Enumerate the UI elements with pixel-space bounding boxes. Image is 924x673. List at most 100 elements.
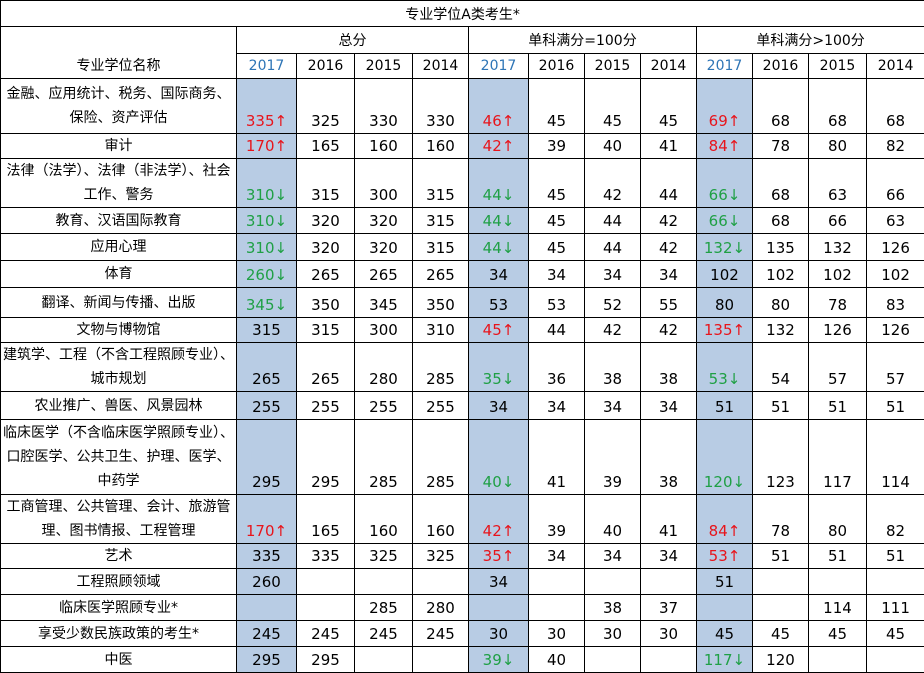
table-title: 专业学位A类考生* (1, 1, 924, 27)
score-cell (413, 569, 469, 595)
score-cell: 330 (355, 79, 413, 134)
score-cell: 117↓ (697, 647, 753, 673)
score-cell: 170↑ (237, 134, 297, 159)
score-cell: 34 (641, 544, 697, 569)
score-cell: 40↓ (469, 420, 529, 495)
score-cell: 82 (867, 495, 924, 544)
score-cell: 114 (809, 595, 867, 621)
score-cell: 325 (355, 544, 413, 569)
score-cell (809, 569, 867, 595)
score-cell: 295 (297, 647, 355, 673)
score-cell: 45 (753, 621, 809, 647)
score-cell: 40 (585, 134, 641, 159)
row-name: 应用心理 (1, 234, 237, 261)
score-cell: 123 (753, 420, 809, 495)
score-cell: 335↑ (237, 79, 297, 134)
score-cell: 260↓ (237, 261, 297, 288)
score-cell: 80 (753, 288, 809, 318)
score-cell: 34 (585, 392, 641, 420)
score-cell: 30 (529, 621, 585, 647)
score-cell (867, 647, 924, 673)
score-cell: 320 (355, 208, 413, 234)
score-cell: 38 (585, 595, 641, 621)
score-cell: 120↓ (697, 420, 753, 495)
score-cell: 51 (697, 569, 753, 595)
year-header: 2016 (529, 54, 585, 79)
score-cell: 265 (297, 343, 355, 392)
year-header: 2015 (355, 54, 413, 79)
score-cell: 135↑ (697, 318, 753, 343)
score-cell: 255 (297, 392, 355, 420)
score-cell: 44 (585, 208, 641, 234)
score-cell: 51 (753, 544, 809, 569)
score-cell: 51 (867, 392, 924, 420)
row-name: 临床医学照顾专业* (1, 595, 237, 621)
year-header: 2014 (867, 54, 924, 79)
score-cell: 45 (529, 234, 585, 261)
score-cell: 53 (529, 288, 585, 318)
score-cell (753, 569, 809, 595)
row-name: 翻译、新闻与传播、出版 (1, 288, 237, 318)
row-name: 建筑学、工程（不含工程照顾专业）、城市规划 (1, 343, 237, 392)
score-cell: 51 (697, 392, 753, 420)
score-cell: 38 (641, 343, 697, 392)
score-cell: 255 (237, 392, 297, 420)
score-cell (697, 595, 753, 621)
score-cell: 34 (529, 544, 585, 569)
score-cell (529, 595, 585, 621)
score-cell: 102 (809, 261, 867, 288)
score-cell: 120 (753, 647, 809, 673)
score-cell: 102 (697, 261, 753, 288)
score-cell: 57 (809, 343, 867, 392)
score-cell: 320 (297, 208, 355, 234)
score-cell: 69↑ (697, 79, 753, 134)
year-header: 2017 (697, 54, 753, 79)
score-cell: 42 (585, 318, 641, 343)
score-cell: 42 (641, 318, 697, 343)
score-cell: 39 (529, 134, 585, 159)
score-cell: 245 (237, 621, 297, 647)
score-cell: 285 (355, 420, 413, 495)
score-cell: 55 (641, 288, 697, 318)
score-cell: 45 (529, 208, 585, 234)
score-cell: 102 (867, 261, 924, 288)
score-cell: 335 (237, 544, 297, 569)
score-cell: 68 (753, 159, 809, 208)
row-name: 法律（法学）、法律（非法学）、社会工作、警务 (1, 159, 237, 208)
score-cell: 335 (297, 544, 355, 569)
score-cell: 80 (809, 495, 867, 544)
score-cell: 320 (297, 234, 355, 261)
score-cell (469, 595, 529, 621)
score-cell: 330 (413, 79, 469, 134)
score-cell: 320 (355, 234, 413, 261)
score-cell: 135 (753, 234, 809, 261)
year-header: 2015 (585, 54, 641, 79)
score-cell: 132 (809, 234, 867, 261)
row-name: 工商管理、公共管理、会计、旅游管理、图书情报、工程管理 (1, 495, 237, 544)
score-cell: 245 (297, 621, 355, 647)
row-name: 金融、应用统计、税务、国际商务、保险、资产评估 (1, 79, 237, 134)
score-cell: 68 (867, 79, 924, 134)
score-cell: 295 (237, 420, 297, 495)
score-cell: 117 (809, 420, 867, 495)
row-name: 工程照顾领域 (1, 569, 237, 595)
year-header: 2017 (469, 54, 529, 79)
score-cell: 30 (641, 621, 697, 647)
score-cell: 66 (809, 208, 867, 234)
score-cell: 63 (809, 159, 867, 208)
score-cell (809, 647, 867, 673)
score-cell: 34 (469, 569, 529, 595)
group-header: 总分 (237, 27, 469, 54)
score-cell: 170↑ (237, 495, 297, 544)
score-cell: 51 (753, 392, 809, 420)
